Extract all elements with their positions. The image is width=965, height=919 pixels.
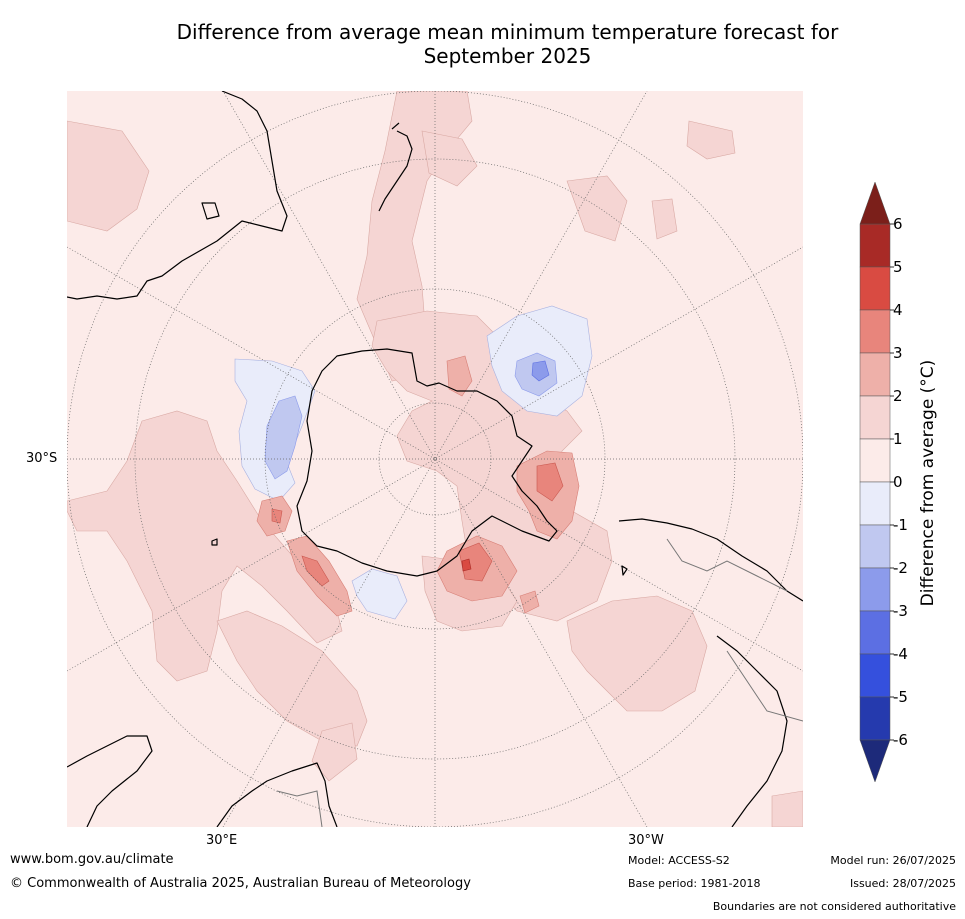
colorbar-tick-label: 5: [893, 258, 903, 276]
colorbar-block-0_1: [859, 438, 891, 483]
model-run-date: Model run: 26/07/2025: [830, 854, 956, 867]
colorbar-block-2_3: [859, 352, 891, 397]
issued-date: Issued: 28/07/2025: [849, 877, 956, 890]
coastlines: [67, 91, 803, 827]
colorbar-block-m5_m4: [859, 653, 891, 698]
colorbar-block-m6_m5: [859, 696, 891, 741]
colorbar-over-triangle: [859, 181, 891, 225]
colorbar-tick-label: -4: [893, 645, 908, 663]
sub-antarctic-island-2: [621, 565, 628, 576]
title-line-1: Difference from average mean minimum tem…: [176, 20, 839, 44]
anomaly-1-2-areas: [67, 91, 803, 827]
colorbar-title: Difference from average (°C): [918, 359, 938, 607]
colorbar-block-m4_m3: [859, 610, 891, 655]
new-zealand-coast: [378, 122, 413, 212]
colorbar-tick-label: 4: [893, 301, 903, 319]
colorbar-block-m3_m2: [859, 567, 891, 612]
boundaries-disclaimer: Boundaries are not considered authoritat…: [712, 900, 956, 913]
national-boundaries: [276, 538, 803, 827]
colorbar-block-m1_0: [859, 481, 891, 526]
colorbar-under-triangle: [859, 739, 891, 783]
colorbar-tick-label: 3: [893, 344, 903, 362]
colorbar-tick-label: 1: [893, 430, 903, 448]
title-line-2: September 2025: [423, 44, 592, 68]
meridian-30w: [222, 91, 648, 827]
colorbar-tick-label: -1: [893, 516, 908, 534]
copyright-notice: © Commonwealth of Australia 2025, Austra…: [10, 876, 471, 891]
south-america-coast: [618, 518, 803, 827]
colorbar-tick-label: 2: [893, 387, 903, 405]
sub-antarctic-island-1: [211, 538, 218, 546]
africa-coast: [67, 735, 338, 827]
latitude-label-30s: 30°S: [26, 451, 58, 466]
anomaly-neg3-neg2-areas: [531, 360, 550, 382]
graticule: [67, 91, 803, 827]
base-period: Base period: 1981-2018: [628, 877, 761, 890]
meridian-30e: [222, 91, 648, 827]
longitude-label-30e: 30°E: [206, 833, 238, 848]
colorbar-block-1_2: [859, 395, 891, 440]
colorbar-tick-label: -3: [893, 602, 908, 620]
antarctica-coast: [296, 348, 558, 577]
colorbar-tick-label: -6: [893, 731, 908, 749]
colorbar-block-4_5: [859, 266, 891, 311]
australia-coast: [67, 91, 288, 300]
colorbar-ticks: 6 5 4 3 2 1 0 -1 -2 -3 -4 -5 -6: [890, 215, 908, 749]
latitude-circle-45s: [134, 158, 736, 760]
longitude-label-30w: 30°W: [628, 833, 664, 848]
polar-map: [67, 91, 803, 827]
colorbar-block-5_6: [859, 223, 891, 268]
meridian-60e: [67, 246, 803, 672]
colorbar: 6 5 4 3 2 1 0 -1 -2 -3 -4 -5 -6: [859, 181, 908, 783]
colorbar-block-m2_m1: [859, 524, 891, 569]
colorbar-tick-label: 0: [893, 473, 903, 491]
website-link[interactable]: www.bom.gov.au/climate: [10, 852, 174, 867]
colorbar-block-3_4: [859, 309, 891, 354]
colorbar-blocks: [859, 181, 891, 783]
anomaly-4-5-areas: [461, 558, 472, 572]
colorbar-tick-label: -5: [893, 688, 908, 706]
anomaly-3-4-areas: [271, 462, 564, 587]
meridian-60w: [67, 246, 803, 672]
tasmania-coast: [201, 202, 220, 220]
model-name: Model: ACCESS-S2: [628, 854, 730, 867]
colorbar-tick-label: 6: [893, 215, 903, 233]
map-title: Difference from average mean minimum tem…: [0, 20, 965, 68]
colorbar-tick-label: -2: [893, 559, 908, 577]
